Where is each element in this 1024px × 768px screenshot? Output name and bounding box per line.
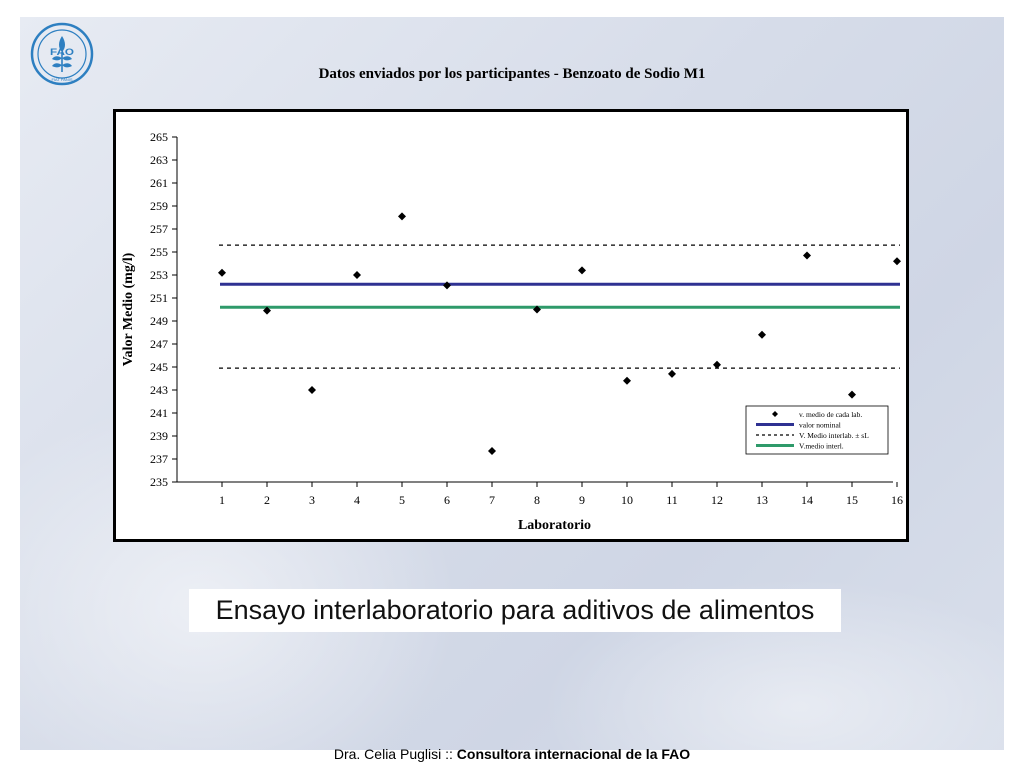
data-point (758, 330, 766, 339)
data-point (398, 212, 406, 221)
y-tick-label: 251 (150, 291, 168, 305)
x-tick-label: 16 (891, 493, 903, 507)
x-axis-label: Laboratorio (518, 518, 591, 533)
legend-label: valor nominal (799, 421, 841, 430)
chart-reference-lines (219, 244, 900, 369)
chart-frame: 235 237 239 241 243 245 247 249 251 253 255 257 259 2… (113, 109, 909, 542)
subtitle-box: Ensayo interlaboratorio para aditivos de… (189, 589, 841, 632)
y-tick-label: 237 (150, 452, 168, 466)
data-point (533, 305, 541, 314)
chart-axes: 2352372392412432452472492512532552572592… (150, 130, 903, 507)
x-tick-label: 12 (711, 493, 723, 507)
y-tick-label: 261 (150, 176, 168, 190)
x-tick-label: 11 (666, 493, 678, 507)
x-tick-label: 7 (489, 493, 495, 507)
footer: Dra. Celia Puglisi :: Consultora interna… (0, 746, 1024, 762)
legend-label: V.medio interl. (799, 442, 844, 451)
y-tick-label: 239 (150, 429, 168, 443)
footer-author: Dra. Celia Puglisi (333, 746, 442, 762)
data-point (848, 390, 856, 399)
y-tick-label: 243 (150, 383, 168, 397)
y-tick-label: 255 (150, 245, 168, 259)
slide-subtitle: Ensayo interlaboratorio para aditivos de… (215, 595, 815, 625)
data-point (443, 281, 451, 290)
y-tick-label: 247 (150, 337, 168, 351)
footer-separator: :: (441, 746, 457, 762)
x-tick-label: 8 (534, 493, 540, 507)
x-tick-label: 3 (309, 493, 315, 507)
x-tick-label: 9 (579, 493, 585, 507)
y-axis-label: Valor Medio (mg/l) (121, 252, 136, 366)
x-tick-label: 5 (399, 493, 405, 507)
data-point (578, 266, 586, 275)
y-tick-label: 235 (150, 475, 168, 489)
data-point (263, 306, 271, 315)
data-point (803, 251, 811, 260)
chart-data-points (218, 212, 901, 455)
data-point (353, 271, 361, 279)
data-point (893, 257, 901, 266)
legend-marker-diamond (772, 411, 778, 417)
x-tick-label: 13 (756, 493, 768, 507)
x-tick-label: 4 (354, 493, 360, 507)
x-tick-label: 14 (801, 493, 813, 507)
data-point (308, 386, 316, 394)
y-tick-label: 265 (150, 130, 168, 144)
legend-label: V. Medio interlab. ± sL (799, 431, 869, 440)
y-tick-label: 263 (150, 153, 168, 167)
y-tick-label: 253 (150, 268, 168, 282)
data-point (668, 369, 676, 378)
chart-plot: 2352372392412432452472492512532552572592… (121, 130, 903, 533)
y-tick-label: 249 (150, 314, 168, 328)
logo-motto: FIAT PANIS (51, 77, 72, 82)
fao-logo-icon: FAO FIAT PANIS (30, 22, 94, 86)
footer-role: Consultora internacional de la FAO (456, 746, 691, 762)
data-point (623, 376, 631, 385)
y-tick-label: 259 (150, 199, 168, 213)
x-tick-label: 15 (846, 493, 858, 507)
x-tick-label: 2 (264, 493, 270, 507)
x-tick-label: 10 (621, 493, 633, 507)
y-tick-label: 257 (150, 222, 168, 236)
data-point (218, 268, 226, 277)
data-point (713, 360, 721, 369)
y-tick-label: 245 (150, 360, 168, 374)
y-tick-label: 241 (150, 406, 168, 420)
logo-text: FAO (50, 47, 74, 57)
chart-title: Datos enviados por los participantes - B… (318, 66, 706, 82)
data-point (488, 446, 496, 455)
legend-label: v. medio de cada lab. (799, 410, 862, 419)
x-tick-label: 1 (219, 493, 225, 507)
x-tick-label: 6 (444, 493, 450, 507)
